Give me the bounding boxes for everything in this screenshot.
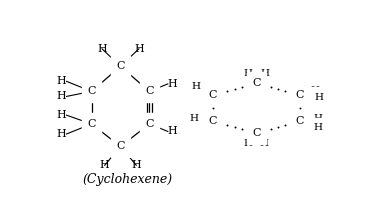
Text: C: C: [252, 128, 261, 138]
Text: C: C: [87, 119, 96, 129]
Text: C: C: [296, 90, 304, 100]
Text: H: H: [131, 160, 141, 170]
Text: H: H: [57, 129, 66, 139]
Text: H: H: [189, 114, 198, 123]
Text: H: H: [168, 79, 177, 89]
Text: C: C: [296, 116, 304, 126]
Text: C: C: [87, 86, 96, 96]
Text: H: H: [57, 76, 66, 86]
Text: C: C: [209, 116, 217, 126]
Text: H: H: [57, 91, 66, 101]
Text: H: H: [57, 110, 66, 120]
Text: H: H: [244, 138, 253, 147]
Text: H: H: [190, 87, 199, 96]
Text: H: H: [314, 123, 323, 132]
Text: C: C: [116, 141, 125, 152]
Text: H: H: [260, 138, 269, 147]
Text: H: H: [314, 114, 323, 123]
Text: C: C: [145, 119, 154, 129]
Text: H: H: [134, 44, 144, 54]
Text: H: H: [190, 121, 199, 130]
Text: (Cyclohexene): (Cyclohexene): [83, 172, 173, 186]
Text: H: H: [315, 93, 324, 102]
Text: H: H: [261, 69, 269, 78]
Text: C: C: [252, 78, 261, 88]
Text: C: C: [209, 90, 217, 100]
Text: H: H: [100, 160, 110, 170]
Text: H: H: [311, 86, 320, 95]
Text: H: H: [168, 126, 177, 137]
Text: H: H: [191, 82, 200, 91]
Text: C: C: [145, 86, 154, 96]
Text: H: H: [97, 44, 107, 54]
Text: C: C: [116, 61, 125, 71]
Text: H: H: [243, 69, 252, 78]
